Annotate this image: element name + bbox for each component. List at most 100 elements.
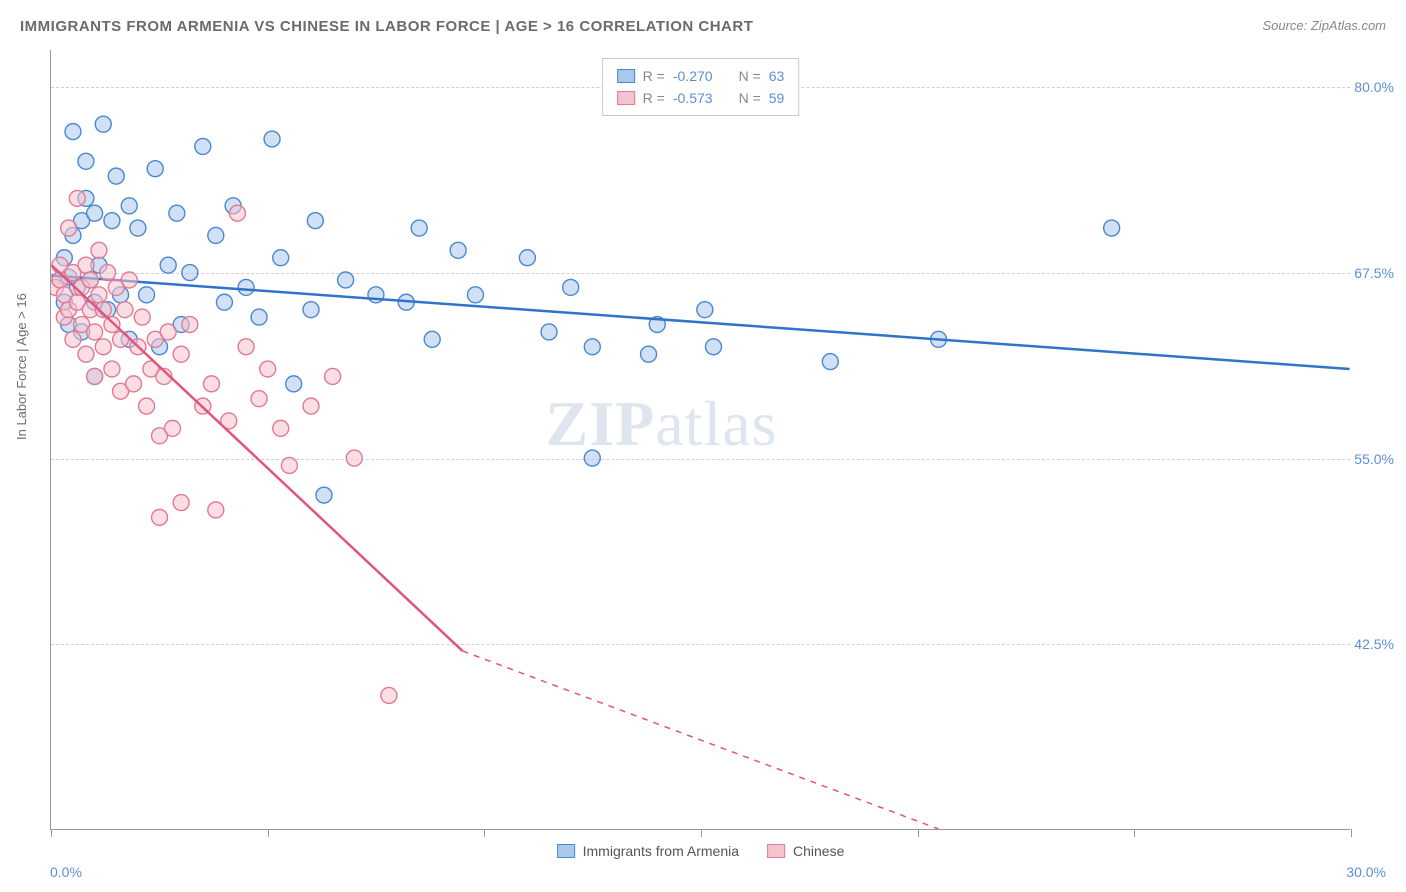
data-point	[182, 265, 198, 281]
x-tick-left: 0.0%	[50, 864, 82, 880]
data-point	[303, 302, 319, 318]
data-point	[251, 391, 267, 407]
data-point	[229, 205, 245, 221]
legend-item-chinese: Chinese	[767, 843, 844, 859]
data-point	[139, 287, 155, 303]
data-point	[182, 317, 198, 333]
data-point	[130, 220, 146, 236]
x-tick	[1134, 829, 1135, 837]
x-tick	[268, 829, 269, 837]
data-point	[108, 168, 124, 184]
data-point	[173, 346, 189, 362]
data-point	[87, 324, 103, 340]
data-point	[169, 205, 185, 221]
x-tick-right: 30.0%	[1346, 864, 1386, 880]
data-point	[203, 376, 219, 392]
data-point	[584, 339, 600, 355]
plot-area: ZIPatlas R = -0.270 N = 63 R = -0.573 N …	[50, 50, 1350, 830]
chart-title: IMMIGRANTS FROM ARMENIA VS CHINESE IN LA…	[20, 18, 753, 35]
y-tick-label: 42.5%	[1354, 636, 1394, 652]
data-point	[147, 161, 163, 177]
legend-row-armenia: R = -0.270 N = 63	[617, 65, 785, 87]
data-point	[173, 495, 189, 511]
data-point	[78, 346, 94, 362]
data-point	[281, 457, 297, 473]
y-axis-label: In Labor Force | Age > 16	[14, 293, 29, 440]
data-point	[822, 354, 838, 370]
swatch-chinese	[617, 91, 635, 105]
data-point	[91, 287, 107, 303]
x-tick	[51, 829, 52, 837]
data-point	[260, 361, 276, 377]
data-point	[91, 242, 107, 258]
x-tick	[701, 829, 702, 837]
data-point	[264, 131, 280, 147]
swatch-chinese	[767, 844, 785, 858]
data-point	[104, 361, 120, 377]
data-point	[411, 220, 427, 236]
data-point	[519, 250, 535, 266]
data-point	[541, 324, 557, 340]
data-point	[121, 198, 137, 214]
data-point	[286, 376, 302, 392]
data-point	[584, 450, 600, 466]
y-tick-label: 55.0%	[1354, 451, 1394, 467]
data-point	[467, 287, 483, 303]
x-tick	[918, 829, 919, 837]
swatch-armenia	[617, 69, 635, 83]
data-point	[381, 687, 397, 703]
data-point	[78, 257, 94, 273]
data-point	[95, 339, 111, 355]
data-point	[303, 398, 319, 414]
data-point	[65, 124, 81, 140]
data-point	[251, 309, 267, 325]
data-point	[273, 420, 289, 436]
data-point	[238, 339, 254, 355]
y-tick-label: 80.0%	[1354, 79, 1394, 95]
data-point	[1104, 220, 1120, 236]
data-point	[104, 213, 120, 229]
x-tick	[484, 829, 485, 837]
series-legend: Immigrants from Armenia Chinese	[557, 843, 845, 859]
data-point	[424, 331, 440, 347]
data-point	[117, 302, 133, 318]
data-point	[78, 153, 94, 169]
data-point	[87, 205, 103, 221]
data-point	[325, 368, 341, 384]
data-point	[65, 331, 81, 347]
data-point	[697, 302, 713, 318]
data-point	[152, 509, 168, 525]
source-label: Source: ZipAtlas.com	[1262, 18, 1386, 33]
data-point	[346, 450, 362, 466]
data-point	[87, 368, 103, 384]
data-point	[195, 138, 211, 154]
x-tick	[1351, 829, 1352, 837]
chart-svg	[51, 50, 1350, 829]
legend-item-armenia: Immigrants from Armenia	[557, 843, 739, 859]
data-point	[563, 279, 579, 295]
data-point	[69, 190, 85, 206]
data-point	[208, 502, 224, 518]
data-point	[126, 376, 142, 392]
data-point	[121, 272, 137, 288]
data-point	[338, 272, 354, 288]
data-point	[160, 257, 176, 273]
data-point	[238, 279, 254, 295]
data-point	[641, 346, 657, 362]
data-point	[307, 213, 323, 229]
legend-row-chinese: R = -0.573 N = 59	[617, 87, 785, 109]
data-point	[134, 309, 150, 325]
data-point	[100, 265, 116, 281]
data-point	[139, 398, 155, 414]
data-point	[273, 250, 289, 266]
data-point	[104, 317, 120, 333]
correlation-legend: R = -0.270 N = 63 R = -0.573 N = 59	[602, 58, 800, 116]
data-point	[82, 272, 98, 288]
data-point	[316, 487, 332, 503]
data-point	[165, 420, 181, 436]
data-point	[160, 324, 176, 340]
data-point	[450, 242, 466, 258]
swatch-armenia	[557, 844, 575, 858]
data-point	[216, 294, 232, 310]
data-point	[208, 227, 224, 243]
